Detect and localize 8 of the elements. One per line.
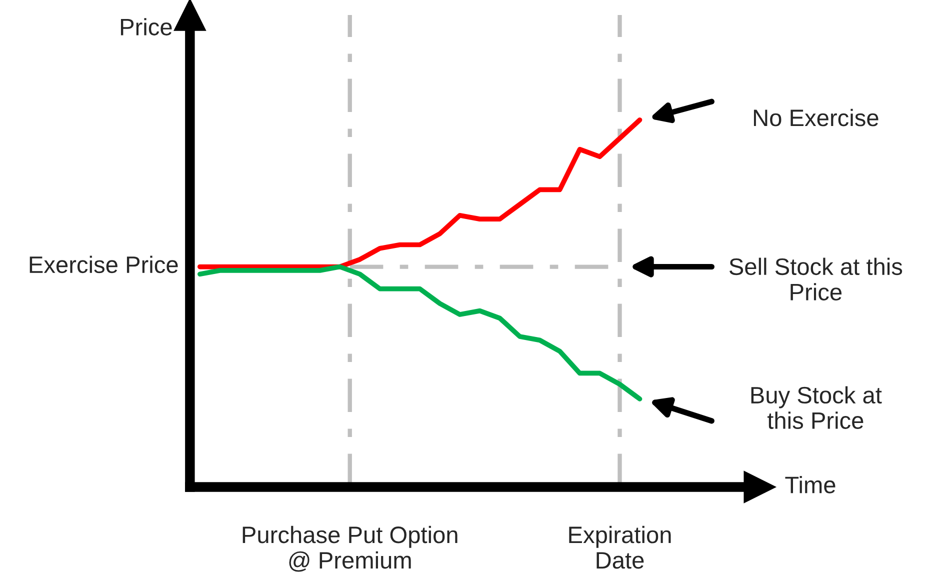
text: No Exercise xyxy=(754,108,878,126)
text: Purchase Put Option @ Premium xyxy=(242,526,458,572)
text: Buy Stock at this Price xyxy=(751,386,882,429)
text: Time xyxy=(785,476,836,494)
y-axis-title: Price xyxy=(120,18,172,36)
text: Sell Stock at this Price xyxy=(729,258,902,301)
text: Expiration Date xyxy=(569,526,671,569)
text: Exercise Price xyxy=(30,256,178,274)
